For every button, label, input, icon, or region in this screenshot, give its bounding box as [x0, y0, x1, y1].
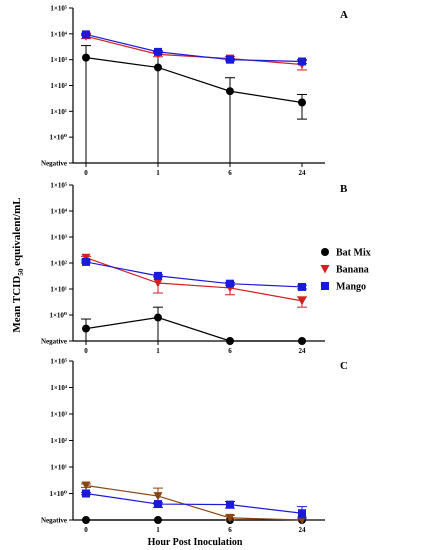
data-point [154, 271, 162, 280]
legend-marker [321, 282, 329, 290]
data-point [82, 516, 90, 524]
y-tick-label: 1×10⁰ [49, 490, 67, 498]
series-line [85, 316, 302, 342]
y-tick-label: Negative [41, 160, 67, 168]
data-point [154, 500, 162, 509]
series-bat-mix [82, 516, 306, 524]
data-point [298, 57, 306, 66]
y-tick-label: Negative [41, 338, 67, 346]
y-tick-label: 1×10³ [50, 411, 67, 419]
legend-item-banana: Banana [320, 265, 369, 276]
y-tick-label: Negative [41, 517, 67, 525]
y-tick-label: 1×10³ [50, 234, 67, 242]
x-tick-label: 6 [228, 169, 232, 177]
y-tick-label: 1×10¹ [50, 286, 67, 294]
legend: Bat Mix Banana Mango [320, 248, 371, 293]
chart-panel-c: Negative 1×10⁰ 1×10¹ 1×10² 1×10³ 1×10⁴ 1×10⁵ 0 1… [41, 358, 348, 535]
y-tick-label: 1×10² [50, 82, 67, 90]
series-line [85, 57, 303, 104]
y-tick-label: 1×10⁵ [50, 358, 67, 366]
data-point [82, 30, 90, 39]
data-point [154, 47, 162, 56]
legend-marker [320, 265, 330, 274]
y-tick-label: 1×10⁴ [50, 384, 67, 392]
data-point [226, 500, 234, 509]
data-point [225, 513, 235, 523]
x-tick-label: 24 [299, 169, 307, 177]
y-tick-label: 1×10⁵ [50, 182, 67, 190]
series-mango [81, 30, 307, 66]
chart-panel-b: Negative 1×10⁰ 1×10¹ 1×10² 1×10³ 1×10⁴ 1×10⁵ 0 1… [41, 182, 348, 356]
x-tick-label: 6 [228, 347, 232, 355]
legend-marker [321, 248, 329, 256]
legend-label: Mango [336, 282, 366, 293]
x-tick-label: 0 [84, 169, 88, 177]
data-point [226, 279, 234, 288]
y-tick-label: 1×10¹ [50, 464, 67, 472]
series-banana [81, 253, 307, 308]
series-line [85, 35, 303, 66]
x-tick-label: 6 [228, 526, 232, 534]
data-point [298, 337, 306, 345]
series-banana [81, 32, 307, 71]
x-tick-label: 1 [156, 526, 160, 534]
data-point [298, 282, 306, 291]
data-point [82, 257, 90, 266]
data-point [153, 279, 163, 288]
data-point [153, 492, 163, 501]
y-tick-label: 1×10⁰ [49, 134, 67, 142]
y-tick-label: 1×10³ [50, 56, 67, 64]
x-tick-label: 1 [156, 169, 160, 177]
data-point [82, 324, 90, 333]
series-line [85, 261, 303, 288]
x-axis-title: Hour Post Inoculation [148, 537, 243, 548]
legend-label: Banana [336, 265, 369, 276]
chart-panel-a: Negative 1×10⁰ 1×10¹ 1×10² 1×10³ 1×10⁴ 1×10⁵ 0 1… [41, 5, 348, 178]
data-point [297, 296, 307, 306]
y-tick-label: 1×10² [50, 437, 67, 445]
data-point [226, 337, 234, 345]
x-tick-label: 24 [299, 347, 307, 355]
data-point [82, 53, 90, 62]
data-point [154, 63, 162, 72]
legend-label: Bat Mix [336, 248, 371, 259]
series-line [85, 33, 303, 63]
series-bat-mix [81, 306, 306, 345]
series-mango [81, 257, 307, 291]
legend-item-mango: Mango [321, 282, 366, 293]
data-point [226, 55, 234, 64]
data-point [298, 98, 306, 107]
data-point [226, 87, 234, 96]
panel-label: C [340, 360, 348, 372]
data-point [82, 489, 90, 498]
x-tick-label: 0 [84, 347, 88, 355]
x-tick-label: 1 [156, 347, 160, 355]
series-banana [81, 481, 307, 525]
data-point [154, 516, 162, 524]
chart-panels: Negative 1×10⁰ 1×10¹ 1×10² 1×10³ 1×10⁴ 1×10⁵ 0 1… [41, 5, 348, 535]
series-line [85, 492, 303, 514]
series-line [85, 484, 303, 521]
panel-label: B [340, 183, 348, 195]
y-tick-label: 1×10⁴ [50, 208, 67, 216]
y-tick-label: 1×10² [50, 260, 67, 268]
series-mango [81, 489, 307, 519]
data-point [81, 481, 91, 491]
x-tick-label: 24 [299, 526, 307, 534]
y-axis-title: Mean TCID50 equivalent/mL [11, 197, 25, 332]
y-tick-label: 1×10⁵ [50, 5, 67, 13]
y-tick-label: 1×10⁴ [50, 30, 67, 38]
x-tick-label: 0 [84, 526, 88, 534]
panel-label: A [340, 9, 348, 21]
data-point [154, 313, 162, 322]
data-point [298, 509, 306, 518]
y-tick-label: 1×10⁰ [49, 312, 67, 320]
series-bat-mix [81, 45, 307, 164]
y-tick-label: 1×10¹ [50, 108, 67, 116]
legend-item-bat-mix: Bat Mix [321, 248, 371, 259]
series-line [85, 257, 303, 302]
